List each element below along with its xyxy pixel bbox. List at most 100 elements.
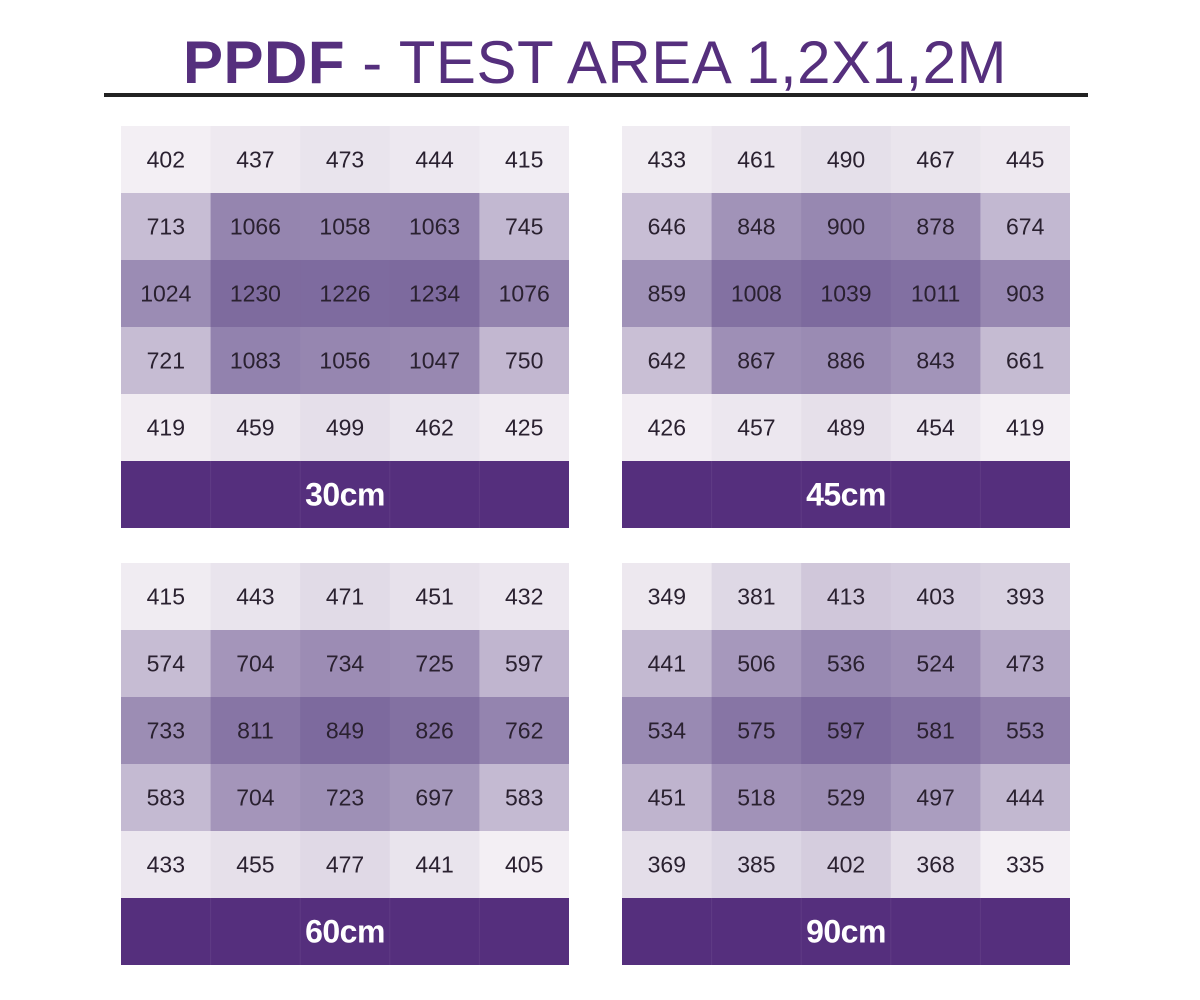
heatmap-cell	[711, 394, 802, 462]
cell-value-label: 713	[147, 214, 185, 240]
cell-value-label: 721	[147, 348, 185, 374]
heatmap-cell	[711, 563, 802, 631]
panel-footer-bar	[121, 461, 569, 528]
heatmap-cell	[479, 126, 569, 194]
heatmap-cell	[300, 831, 391, 899]
cell-value-label: 1226	[319, 281, 370, 307]
heatmap-cell	[980, 630, 1070, 698]
heatmap-cell	[300, 563, 391, 631]
cell-value-label: 444	[415, 147, 454, 173]
heatmap-cell	[890, 697, 981, 765]
cell-value-label: 704	[236, 651, 275, 677]
heatmap-cell	[980, 394, 1070, 462]
cell-value-label: 575	[737, 718, 775, 744]
heatmap-cell	[389, 563, 480, 631]
cell-value-label: 454	[916, 415, 955, 441]
heatmap-90cm: 349 381 413 403 393 441 506 536 524 473 534 575 597 5…	[622, 563, 1070, 965]
cell-value-label: 437	[236, 147, 274, 173]
cell-value-label: 674	[1006, 214, 1045, 240]
cell-value-label: 581	[916, 718, 954, 744]
cell-value-label: 405	[505, 852, 543, 878]
heatmap-cell	[622, 697, 713, 765]
cell-value-label: 583	[505, 785, 543, 811]
cell-value-label: 849	[326, 718, 364, 744]
heatmap-cell	[300, 260, 391, 328]
heatmap-cell	[210, 260, 301, 328]
cell-value-label: 443	[236, 584, 274, 610]
cell-value-label: 489	[827, 415, 865, 441]
heatmap-cell	[980, 831, 1070, 899]
heatmap-cell	[121, 327, 212, 395]
heatmap-cell	[479, 831, 569, 899]
cell-value-label: 1047	[409, 348, 460, 374]
cell-value-label: 734	[326, 651, 365, 677]
cell-value-label: 1076	[499, 281, 550, 307]
heatmap-cell	[890, 630, 981, 698]
cell-value-label: 524	[916, 651, 955, 677]
cell-value-label: 445	[1006, 147, 1044, 173]
cell-value-label: 419	[147, 415, 185, 441]
heatmap-cell	[801, 697, 892, 765]
heatmap-cell	[890, 394, 981, 462]
cell-value-label: 467	[916, 147, 954, 173]
cell-value-label: 1234	[409, 281, 460, 307]
cell-value-label: 574	[147, 651, 186, 677]
heatmap-cell	[980, 126, 1070, 194]
cell-value-label: 459	[236, 415, 274, 441]
cell-value-label: 426	[648, 415, 686, 441]
cell-value-label: 750	[505, 348, 543, 374]
cell-value-label: 441	[415, 852, 453, 878]
heatmap-cell	[389, 193, 480, 261]
cell-value-label: 506	[737, 651, 775, 677]
heatmap-cell	[479, 260, 569, 328]
panel-footer-label: 30cm	[305, 477, 385, 513]
cell-value-label: 518	[737, 785, 775, 811]
cell-value-label: 811	[237, 718, 274, 744]
cell-value-label: 432	[505, 584, 543, 610]
cell-value-label: 462	[415, 415, 453, 441]
heatmap-cell	[389, 126, 480, 194]
heatmap-cell	[210, 394, 301, 462]
cell-value-label: 457	[737, 415, 775, 441]
heatmap-cell	[300, 327, 391, 395]
heatmap-cell	[890, 126, 981, 194]
cell-value-label: 433	[147, 852, 185, 878]
heatmap-cell	[711, 260, 802, 328]
heatmap-cell	[479, 764, 569, 832]
cell-value-label: 499	[326, 415, 364, 441]
panel-footer-bar	[622, 461, 1070, 528]
panel-footer-bar	[121, 898, 569, 965]
heatmap-cell	[479, 394, 569, 462]
heatmap-cell	[980, 260, 1070, 328]
heatmap-panel-90cm: 349 381 413 403 393 441 506 536 524 473 534 575 597 5…	[622, 563, 1070, 970]
cell-value-label: 473	[326, 147, 364, 173]
cell-value-label: 461	[737, 147, 775, 173]
heatmap-cell	[711, 697, 802, 765]
cell-value-label: 878	[916, 214, 954, 240]
heatmap-cell	[389, 394, 480, 462]
heatmap-panel-45cm: 433 461 490 467 445 646 848 900 878 674 859 1008 103…	[622, 126, 1070, 533]
cell-value-label: 415	[505, 147, 543, 173]
cell-value-label: 886	[827, 348, 865, 374]
cell-value-label: 385	[737, 852, 775, 878]
heatmap-cell	[890, 831, 981, 899]
heatmap-cell	[389, 697, 480, 765]
cell-value-label: 393	[1006, 584, 1044, 610]
page-title: PPDF - TEST AREA 1,2X1,2M	[0, 28, 1190, 98]
cell-value-label: 723	[326, 785, 364, 811]
heatmap-cell	[980, 697, 1070, 765]
heatmap-cell	[801, 327, 892, 395]
heatmap-cell	[121, 126, 212, 194]
heatmap-cell	[711, 327, 802, 395]
cell-value-label: 368	[916, 852, 954, 878]
cell-value-label: 1056	[319, 348, 370, 374]
cell-value-label: 867	[737, 348, 775, 374]
heatmap-cell	[479, 563, 569, 631]
cell-value-label: 900	[827, 214, 865, 240]
cell-value-label: 529	[827, 785, 865, 811]
cell-value-label: 455	[236, 852, 274, 878]
cell-value-label: 419	[1006, 415, 1044, 441]
heatmap-30cm: 402 437 473 444 415 713 1066 1058 1063 745 1024 123…	[121, 126, 569, 528]
heatmap-cell	[711, 193, 802, 261]
